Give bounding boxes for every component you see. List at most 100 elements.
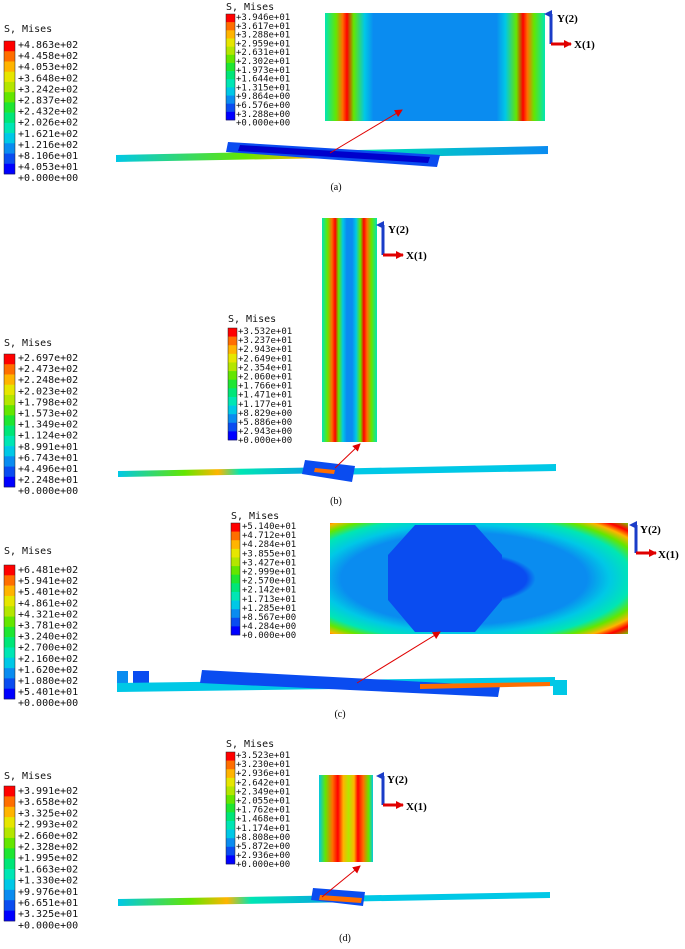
colorbar-segment <box>4 425 15 437</box>
legend-value: +1.349e+02 <box>18 420 78 431</box>
colorbar-segment <box>4 616 15 628</box>
legend-value: +2.055e+01 <box>236 797 290 807</box>
colorbar-segment <box>4 678 15 689</box>
legend-value: +2.060e+01 <box>238 373 292 383</box>
support-left-tab <box>133 671 149 683</box>
colorbar-segment <box>228 371 237 380</box>
legend-value: +0.000e+00 <box>236 119 290 129</box>
colorbar-segment <box>4 688 15 700</box>
colorbar-segment <box>231 591 240 601</box>
colorbar-segment <box>4 364 15 375</box>
zoom-legend-values: +5.140e+01+4.712e+01+4.284e+01+3.855e+01… <box>242 522 296 641</box>
legend-value: +3.240e+02 <box>18 632 78 643</box>
colorbar-segment <box>4 817 15 828</box>
legend-value: +1.471e+01 <box>238 391 292 401</box>
zoom-legend-title: S, Mises <box>226 739 274 750</box>
legend-value: +3.230e+01 <box>236 760 290 770</box>
colorbar-segment <box>4 456 15 467</box>
colorbar-segment <box>4 910 15 922</box>
colorbar-segment <box>231 540 240 550</box>
legend-value: +8.567e+00 <box>242 613 296 623</box>
colorbar-segment <box>226 95 235 104</box>
legend-value: +5.401e+01 <box>18 687 78 698</box>
legend-value: +1.124e+02 <box>18 431 78 442</box>
colorbar-segment <box>4 606 15 617</box>
colorbar-segment <box>228 396 237 406</box>
legend-value: +1.973e+01 <box>236 66 290 76</box>
colorbar-segment <box>231 548 240 558</box>
zoom-legend-values: +3.946e+01+3.617e+01+3.288e+01+2.959e+01… <box>236 13 290 129</box>
legend-value: +2.943e+00 <box>238 427 292 437</box>
colorbar-segment <box>226 79 235 88</box>
legend-value: +4.458e+02 <box>18 51 78 62</box>
legend-value: +1.713e+01 <box>242 595 296 605</box>
legend-value: +0.000e+00 <box>18 698 78 709</box>
legend-value: +1.762e+01 <box>236 806 290 816</box>
colorbar-segment <box>4 61 15 72</box>
support-left <box>117 671 128 683</box>
legend-value: +1.285e+01 <box>242 604 296 614</box>
zoom-contour <box>325 13 545 121</box>
legend-value: +2.248e+01 <box>18 475 78 486</box>
colorbar-segment <box>4 585 15 597</box>
colorbar-segment <box>226 777 235 787</box>
colorbar-segment <box>4 102 15 113</box>
legend-value: +3.427e+01 <box>242 558 296 568</box>
legend-value: +8.991e+01 <box>18 442 78 453</box>
zoom-arrow <box>329 109 403 154</box>
deformed-model <box>118 888 550 906</box>
legend-value: +6.481e+02 <box>18 565 78 576</box>
legend-value: +3.523e+01 <box>236 751 290 761</box>
colorbar-segment <box>4 595 15 607</box>
legend-value: +3.617e+01 <box>236 22 290 32</box>
legend-value: +9.976e+01 <box>18 887 78 898</box>
y-axis-label: Y(2) <box>640 524 661 536</box>
legend-value: +4.284e+01 <box>242 540 296 550</box>
zoom-contour <box>322 218 377 442</box>
legend-values: +4.863e+02+4.458e+02+4.053e+02+3.648e+02… <box>18 40 78 184</box>
y-axis-label: Y(2) <box>557 13 578 25</box>
colorbar-border <box>225 751 236 865</box>
colorbar-segment <box>228 345 237 355</box>
y-axis-label: Y(2) <box>388 224 409 236</box>
legend-value: +1.766e+01 <box>238 382 292 392</box>
colorbar-segment <box>228 379 237 389</box>
legend-value: +1.644e+01 <box>236 75 290 85</box>
colorbar-segment <box>4 637 15 648</box>
legend-value: +3.237e+01 <box>238 336 292 346</box>
legend-colorbar <box>3 564 16 700</box>
legend-value: +2.649e+01 <box>238 354 292 364</box>
colorbar-segment <box>231 617 240 627</box>
legend-value: +6.651e+01 <box>18 898 78 909</box>
legend-value: +5.140e+01 <box>242 522 296 532</box>
legend-value: +2.999e+01 <box>242 568 296 578</box>
colorbar-border <box>225 13 236 121</box>
coordinate-triad: Y(2) X(1) <box>376 221 427 262</box>
legend-value: +2.354e+01 <box>238 363 292 373</box>
legend-value: +4.321e+02 <box>18 609 78 620</box>
colorbar-segment <box>231 566 240 575</box>
legend-value: +0.000e+00 <box>242 631 296 641</box>
legend-value: +3.532e+01 <box>238 327 292 337</box>
colorbar-segment <box>226 62 235 72</box>
zoom-legend-values: +3.523e+01+3.230e+01+2.936e+01+2.642e+01… <box>236 751 290 870</box>
panel-b: S, Mises +2.697e+02+2.473e+02+2.248e+02+… <box>3 218 556 507</box>
caption-a: (a) <box>330 182 341 193</box>
deformed-model <box>117 670 567 697</box>
colorbar-segment <box>4 806 15 818</box>
colorbar-segment <box>4 41 15 52</box>
caption-b: (b) <box>330 496 342 507</box>
colorbar-segment <box>228 431 237 441</box>
colorbar-segment <box>228 405 237 415</box>
legend-value: +4.712e+01 <box>242 531 296 541</box>
colorbar-segment <box>4 626 15 638</box>
x-axis-label: X(1) <box>406 250 427 262</box>
legend-value: +1.174e+01 <box>236 824 290 834</box>
legend-value: +1.315e+01 <box>236 83 290 93</box>
zoom-arrow <box>334 443 361 469</box>
legend-value: +2.631e+01 <box>236 48 290 58</box>
colorbar-border <box>3 564 16 700</box>
legend-value: +8.829e+00 <box>238 409 292 419</box>
colorbar-segment <box>4 51 15 62</box>
colorbar-segment <box>226 769 235 779</box>
